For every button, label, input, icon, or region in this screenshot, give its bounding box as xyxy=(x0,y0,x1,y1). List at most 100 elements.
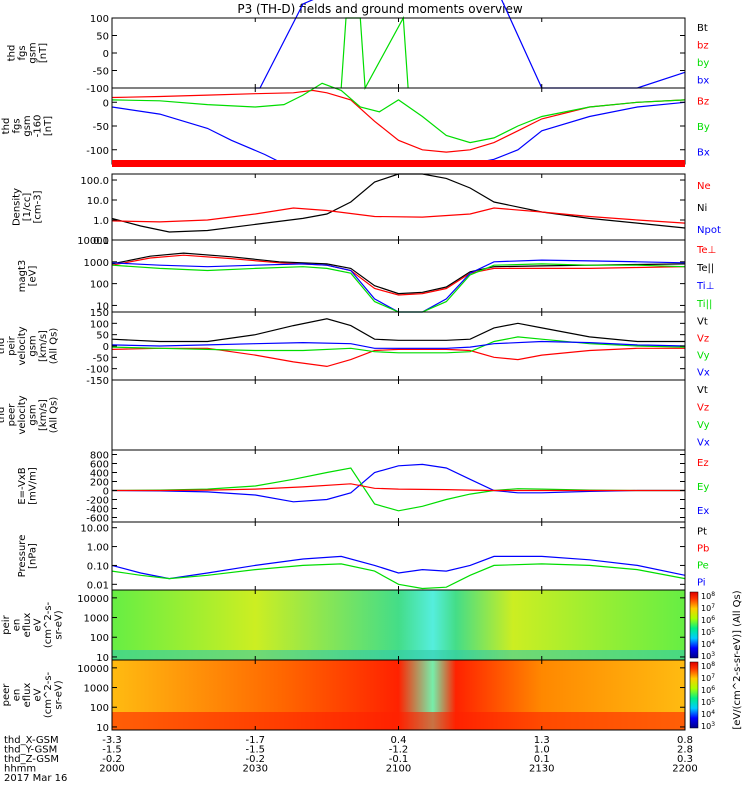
legend-Pi: Pi xyxy=(697,578,706,589)
y-tick-label: 0.01 xyxy=(87,580,109,591)
colorbar-tick-label: 104 xyxy=(701,709,715,719)
panel-frame xyxy=(111,17,686,89)
series-Ez xyxy=(112,483,685,492)
legend-Bt: Bt xyxy=(697,23,708,34)
colorbar-tick-label: 105 xyxy=(701,627,715,637)
series-By xyxy=(111,82,686,144)
y-axis-label: peer xyxy=(1,683,12,707)
y-tick-label: 10000 xyxy=(77,594,109,605)
y-tick-label: 600 xyxy=(90,460,109,471)
series-Vt xyxy=(111,318,685,343)
y-axis-label: gsm xyxy=(27,42,38,63)
legend-by: by xyxy=(697,58,709,69)
colorbar-tick-label: 108 xyxy=(701,591,715,601)
y-tick-label: 10.0 xyxy=(87,196,109,207)
y-tick-label: 10000 xyxy=(77,664,109,675)
figure-title: P3 (TH-D) fields and ground moments over… xyxy=(237,2,522,16)
y-axis-label: [nT] xyxy=(38,43,49,63)
y-axis-label: thd xyxy=(1,118,12,135)
y-axis-label: thd xyxy=(0,338,7,355)
panel-temperature: 10000 1000 100 10 magt3 [eV] Te⊥ Te|| Ti⊥ Ti|| xyxy=(17,236,716,313)
spectrogram-low-energy-band xyxy=(112,712,685,730)
x-axis-value: -0.2 xyxy=(245,754,265,765)
legend-Vx: Vx xyxy=(697,437,710,448)
y-axis-label: eV xyxy=(33,688,44,701)
y-tick-label: 1000 xyxy=(84,684,109,695)
y-axis-label: eV xyxy=(33,618,44,631)
y-axis-label: thd xyxy=(0,687,2,704)
x-axis-value: 2.8 xyxy=(677,745,693,756)
x-axis-value: 1.0 xyxy=(534,745,550,756)
y-axis-label: peir xyxy=(1,614,12,634)
y-tick-label: 0 xyxy=(103,98,109,109)
series-Te|| xyxy=(111,252,686,295)
y-axis-label: en xyxy=(12,619,23,632)
series-Pi xyxy=(111,555,686,580)
y-axis-label: [nPa] xyxy=(27,543,38,569)
y-axis-label: E=-VxB xyxy=(17,467,28,504)
spectrogram-image xyxy=(112,590,685,660)
x-axis-value: -1.5 xyxy=(102,745,122,756)
panel-fgs_gsm: 0 -50 -100 thd fgs gsm -160 [nT] Bz By Bx xyxy=(1,82,710,165)
y-tick-label: 1000 xyxy=(84,614,109,625)
y-tick-label: 800 xyxy=(90,451,109,462)
y-axis-label: Density xyxy=(12,188,23,226)
series-Bx xyxy=(111,101,686,165)
y-tick-label: 200 xyxy=(90,478,109,489)
y-tick-label: -100 xyxy=(86,84,109,95)
x-axis-value: -0.2 xyxy=(102,754,122,765)
x-axis-value: 0.4 xyxy=(391,735,407,746)
y-tick-label: 10 xyxy=(96,653,109,664)
y-axis-label: eflux xyxy=(22,613,33,638)
x-axis-value: 0.8 xyxy=(677,735,693,746)
y-axis-label: gsm xyxy=(27,335,38,356)
colorbar-tick-label: 108 xyxy=(701,661,715,671)
y-tick-label: -50 xyxy=(93,353,109,364)
series-Ey xyxy=(111,467,685,512)
series-Ex xyxy=(111,463,685,503)
y-tick-label: 0 xyxy=(103,487,109,498)
y-tick-label: 10 xyxy=(96,301,109,312)
legend-Ez: Ez xyxy=(697,458,709,469)
series-Ti|| xyxy=(111,263,686,313)
series-Ne xyxy=(111,207,686,224)
date-label: 2017 Mar 16 xyxy=(4,773,67,784)
y-tick-label: 1.0 xyxy=(93,216,109,227)
panel-peir_spectrogram: 10000 1000 100 10 thdpeirenefluxeV(cm^2-s-sr… xyxy=(0,589,686,664)
y-axis-label: thd xyxy=(0,617,2,634)
y-axis-label: [cm-3] xyxy=(33,190,44,223)
x-axis-value: 2100 xyxy=(386,764,411,775)
y-tick-label: -100 xyxy=(86,146,109,157)
y-tick-label: -100 xyxy=(86,365,109,376)
x-axis-value: -1.5 xyxy=(245,745,265,756)
y-axis-label: gsm xyxy=(27,404,38,425)
legend-Ni: Ni xyxy=(697,203,707,214)
legend-Ey: Ey xyxy=(697,482,709,493)
y-tick-label: 0.10 xyxy=(87,561,109,572)
y-axis-label: thd xyxy=(0,407,7,424)
y-axis-label: [1/cc] xyxy=(22,193,33,222)
legend-Vt: Vt xyxy=(697,385,708,396)
y-tick-label: 1000 xyxy=(84,258,109,269)
legend-Pt: Pt xyxy=(697,527,707,538)
y-tick-label: 100 xyxy=(90,280,109,291)
x-axis-value: 2000 xyxy=(99,764,124,775)
x-axis-value: -3.3 xyxy=(102,735,122,746)
y-tick-label: -50 xyxy=(93,67,109,78)
y-tick-label: 100 xyxy=(90,319,109,330)
y-tick-label: 100 xyxy=(90,703,109,714)
panel-frame xyxy=(111,173,686,241)
legend-Vx: Vx xyxy=(697,368,710,379)
colorbar: 108 107 106 105 104 103 xyxy=(689,591,715,661)
legend-Pb: Pb xyxy=(697,544,709,555)
legend-Npot: Npot xyxy=(697,225,721,236)
x-axis-row-label: thd_Z-GSM xyxy=(4,754,59,765)
legend-Vy: Vy xyxy=(697,420,710,431)
y-axis-label: eflux xyxy=(22,683,33,708)
red-status-bar xyxy=(112,160,685,167)
y-axis-label: thd xyxy=(6,45,17,62)
colorbar-gradient xyxy=(689,661,699,729)
x-axis-value: 2130 xyxy=(529,764,554,775)
